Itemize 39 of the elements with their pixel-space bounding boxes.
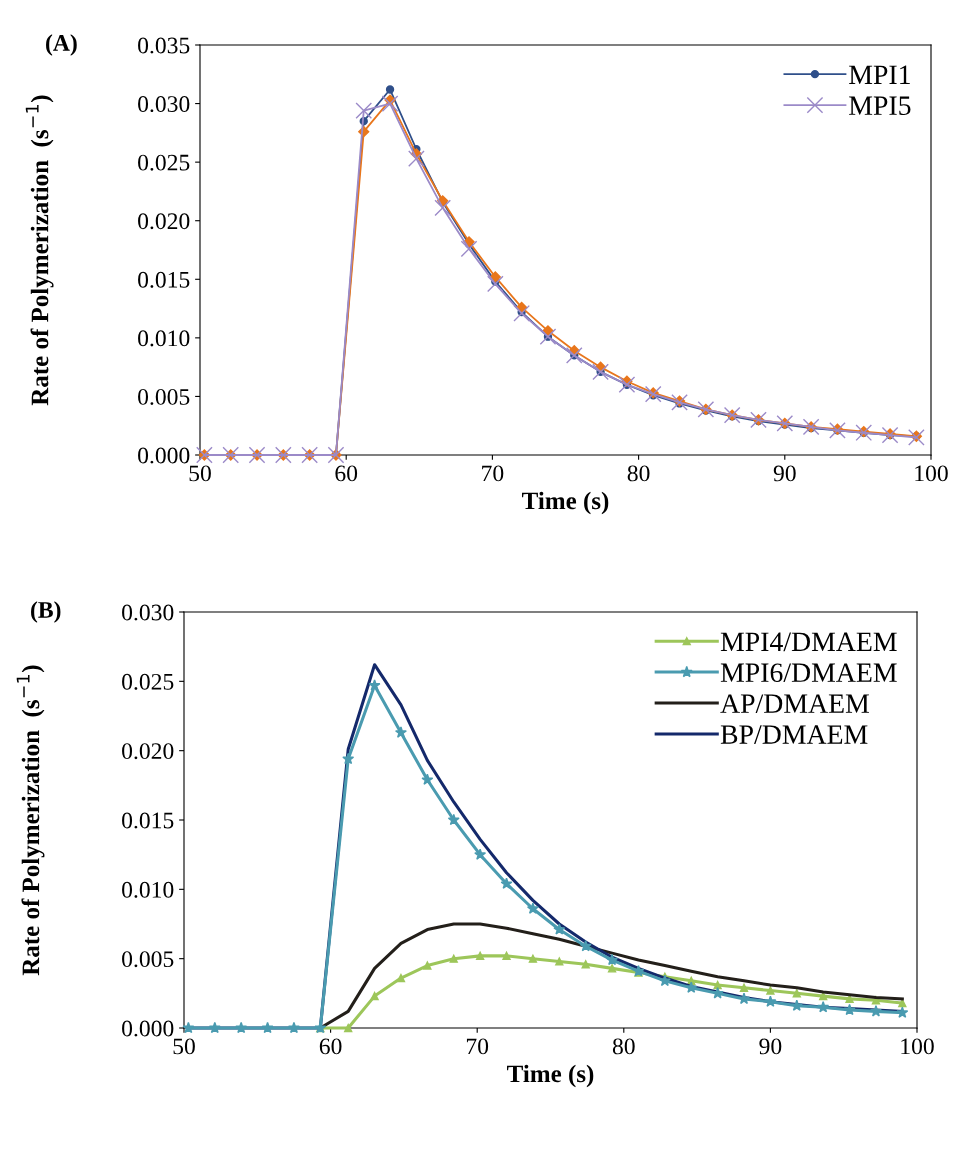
x-tick-label: 80: [612, 1038, 635, 1055]
y-tick-label: 0.015: [122, 812, 174, 829]
y-axis-title: Rate of Polymerization (s$^{−1}$): [25, 95, 54, 406]
y-tick-label: 0.010: [122, 881, 174, 898]
y-tick-label: 0.025: [122, 673, 174, 690]
y-tick-label: 0.005: [138, 388, 190, 405]
x-tick-label: 60: [335, 465, 358, 482]
y-tick-label: 0.025: [138, 154, 190, 171]
x-tick-label: 100: [901, 1038, 934, 1055]
y-tick-label: 0.030: [122, 604, 174, 621]
y-tick-label: 0.035: [138, 37, 190, 54]
x-tick-label: 90: [773, 465, 796, 482]
legend-label: AP/DMAEM: [720, 694, 869, 713]
y-tick-label: 0.020: [122, 743, 174, 760]
x-tick-label: 70: [482, 465, 504, 482]
y-tick-label: 0.000: [138, 447, 190, 464]
x-axis-title: Time (s): [507, 1064, 594, 1088]
x-axis-title: Time (s): [522, 491, 609, 515]
x-tick-label: 60: [319, 1038, 342, 1055]
x-tick-label: 50: [173, 1038, 195, 1055]
legend-label: MPI1: [849, 65, 910, 84]
y-tick-label: 0.020: [138, 213, 190, 230]
legend-label: MPI6/DMAEM: [720, 663, 897, 683]
legend-label: BP/DMAEM: [720, 725, 868, 744]
y-tick-label: 0.015: [138, 271, 190, 288]
y-tick-label: 0.000: [122, 1020, 174, 1037]
legend-label: MPI5: [849, 96, 911, 116]
y-tick-label: 0.010: [138, 330, 190, 347]
text: (A): [46, 34, 77, 56]
x-tick-label: 80: [627, 465, 650, 482]
x-tick-label: 100: [915, 465, 948, 482]
text: (B): [31, 601, 61, 623]
x-tick-label: 90: [759, 1038, 782, 1055]
x-tick-label: 70: [466, 1038, 489, 1055]
y-axis-title: Rate of Polymerization (s$^{−1}$): [16, 665, 45, 976]
x-tick-label: 50: [189, 465, 211, 482]
y-tick-label: 0.030: [138, 96, 190, 113]
y-tick-label: 0.005: [122, 951, 174, 968]
legend-label: MPI4/DMAEM: [720, 632, 897, 652]
